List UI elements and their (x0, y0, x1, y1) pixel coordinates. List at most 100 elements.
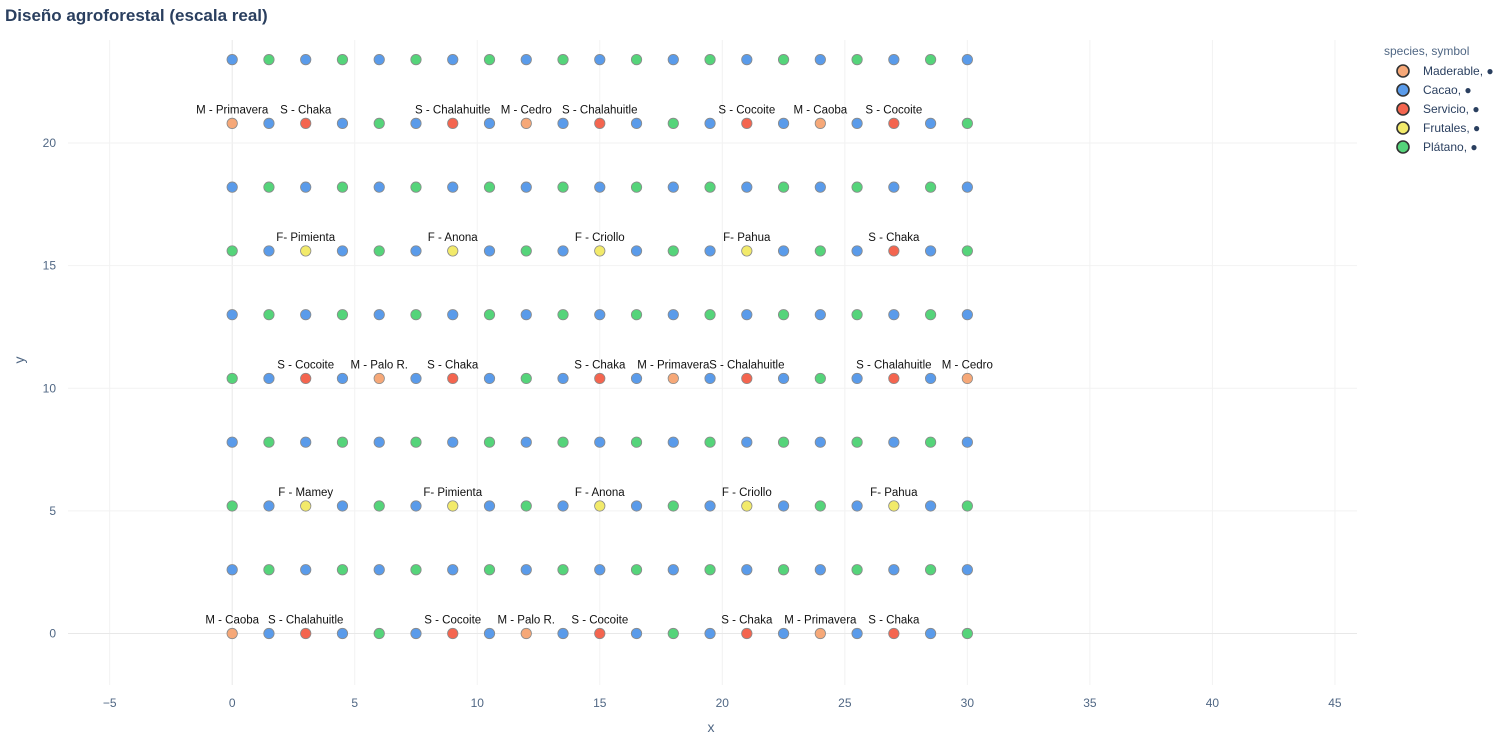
point-C[interactable] (263, 117, 275, 129)
point-M[interactable] (520, 117, 532, 129)
point-S[interactable] (300, 117, 312, 129)
point-C[interactable] (447, 54, 459, 66)
point-C[interactable] (741, 181, 753, 193)
point-C[interactable] (300, 436, 312, 448)
point-C[interactable] (300, 309, 312, 321)
point-C[interactable] (704, 117, 716, 129)
point-C[interactable] (630, 627, 643, 640)
point-P[interactable] (557, 181, 569, 193)
point-C[interactable] (961, 436, 973, 448)
point-P[interactable] (373, 117, 385, 129)
point-P[interactable] (704, 54, 716, 66)
point-P[interactable] (777, 564, 790, 576)
point-F[interactable] (594, 245, 606, 257)
point-C[interactable] (557, 245, 569, 257)
point-P[interactable] (410, 309, 422, 321)
point-C[interactable] (557, 627, 569, 640)
point-C[interactable] (851, 500, 863, 512)
point-P[interactable] (483, 564, 496, 576)
point-P[interactable] (263, 436, 275, 448)
point-C[interactable] (961, 54, 973, 66)
legend-item[interactable]: Servicio, ● (1396, 102, 1480, 116)
point-P[interactable] (226, 245, 238, 257)
point-C[interactable] (226, 181, 238, 193)
point-C[interactable] (667, 564, 679, 576)
point-C[interactable] (851, 627, 863, 640)
point-C[interactable] (557, 500, 569, 512)
point-P[interactable] (336, 564, 349, 576)
point-P[interactable] (263, 309, 275, 321)
point-P[interactable] (925, 54, 937, 66)
point-P[interactable] (704, 436, 716, 448)
point-S[interactable] (741, 627, 753, 640)
point-C[interactable] (814, 181, 826, 193)
point-C[interactable] (925, 372, 937, 385)
point-C[interactable] (263, 372, 275, 385)
point-C[interactable] (925, 627, 937, 640)
point-C[interactable] (557, 117, 569, 129)
point-M[interactable] (226, 627, 238, 640)
point-C[interactable] (520, 564, 532, 576)
point-P[interactable] (814, 500, 826, 512)
point-P[interactable] (961, 500, 973, 512)
point-P[interactable] (483, 181, 496, 193)
point-P[interactable] (263, 181, 275, 193)
point-C[interactable] (777, 372, 790, 385)
point-P[interactable] (263, 564, 275, 576)
point-S[interactable] (447, 117, 459, 129)
point-C[interactable] (814, 54, 826, 66)
point-C[interactable] (594, 436, 606, 448)
point-S[interactable] (594, 372, 606, 385)
point-S[interactable] (741, 117, 753, 129)
point-P[interactable] (557, 309, 569, 321)
point-P[interactable] (226, 372, 238, 385)
point-P[interactable] (667, 500, 679, 512)
point-P[interactable] (704, 181, 716, 193)
point-C[interactable] (961, 181, 973, 193)
point-C[interactable] (851, 117, 863, 129)
legend-item[interactable]: Frutales, ● (1396, 121, 1480, 135)
point-P[interactable] (373, 627, 385, 640)
point-C[interactable] (704, 372, 716, 385)
point-P[interactable] (851, 564, 863, 576)
point-P[interactable] (557, 564, 569, 576)
point-P[interactable] (961, 245, 973, 257)
point-F[interactable] (447, 500, 459, 512)
point-P[interactable] (704, 309, 716, 321)
point-P[interactable] (630, 181, 643, 193)
point-M[interactable] (814, 117, 826, 129)
point-C[interactable] (263, 500, 275, 512)
point-P[interactable] (263, 54, 275, 66)
point-C[interactable] (300, 564, 312, 576)
point-S[interactable] (300, 372, 312, 385)
point-C[interactable] (814, 436, 826, 448)
legend-item[interactable]: Maderable, ● (1396, 64, 1494, 78)
point-S[interactable] (447, 372, 459, 385)
point-M[interactable] (226, 117, 238, 129)
point-M[interactable] (961, 372, 973, 385)
point-C[interactable] (704, 245, 716, 257)
point-C[interactable] (410, 117, 422, 129)
point-C[interactable] (630, 245, 643, 257)
point-C[interactable] (226, 309, 238, 321)
point-P[interactable] (630, 564, 643, 576)
point-P[interactable] (704, 564, 716, 576)
point-C[interactable] (483, 627, 496, 640)
point-P[interactable] (961, 117, 973, 129)
point-P[interactable] (777, 309, 790, 321)
point-C[interactable] (410, 500, 422, 512)
point-C[interactable] (888, 309, 900, 321)
point-M[interactable] (373, 372, 385, 385)
point-C[interactable] (373, 54, 385, 66)
point-P[interactable] (410, 564, 422, 576)
point-C[interactable] (520, 309, 532, 321)
point-S[interactable] (594, 117, 606, 129)
point-C[interactable] (410, 627, 422, 640)
point-C[interactable] (410, 245, 422, 257)
point-C[interactable] (741, 564, 753, 576)
point-S[interactable] (888, 372, 900, 385)
point-P[interactable] (483, 309, 496, 321)
point-C[interactable] (447, 564, 459, 576)
point-C[interactable] (961, 564, 973, 576)
point-C[interactable] (851, 372, 863, 385)
